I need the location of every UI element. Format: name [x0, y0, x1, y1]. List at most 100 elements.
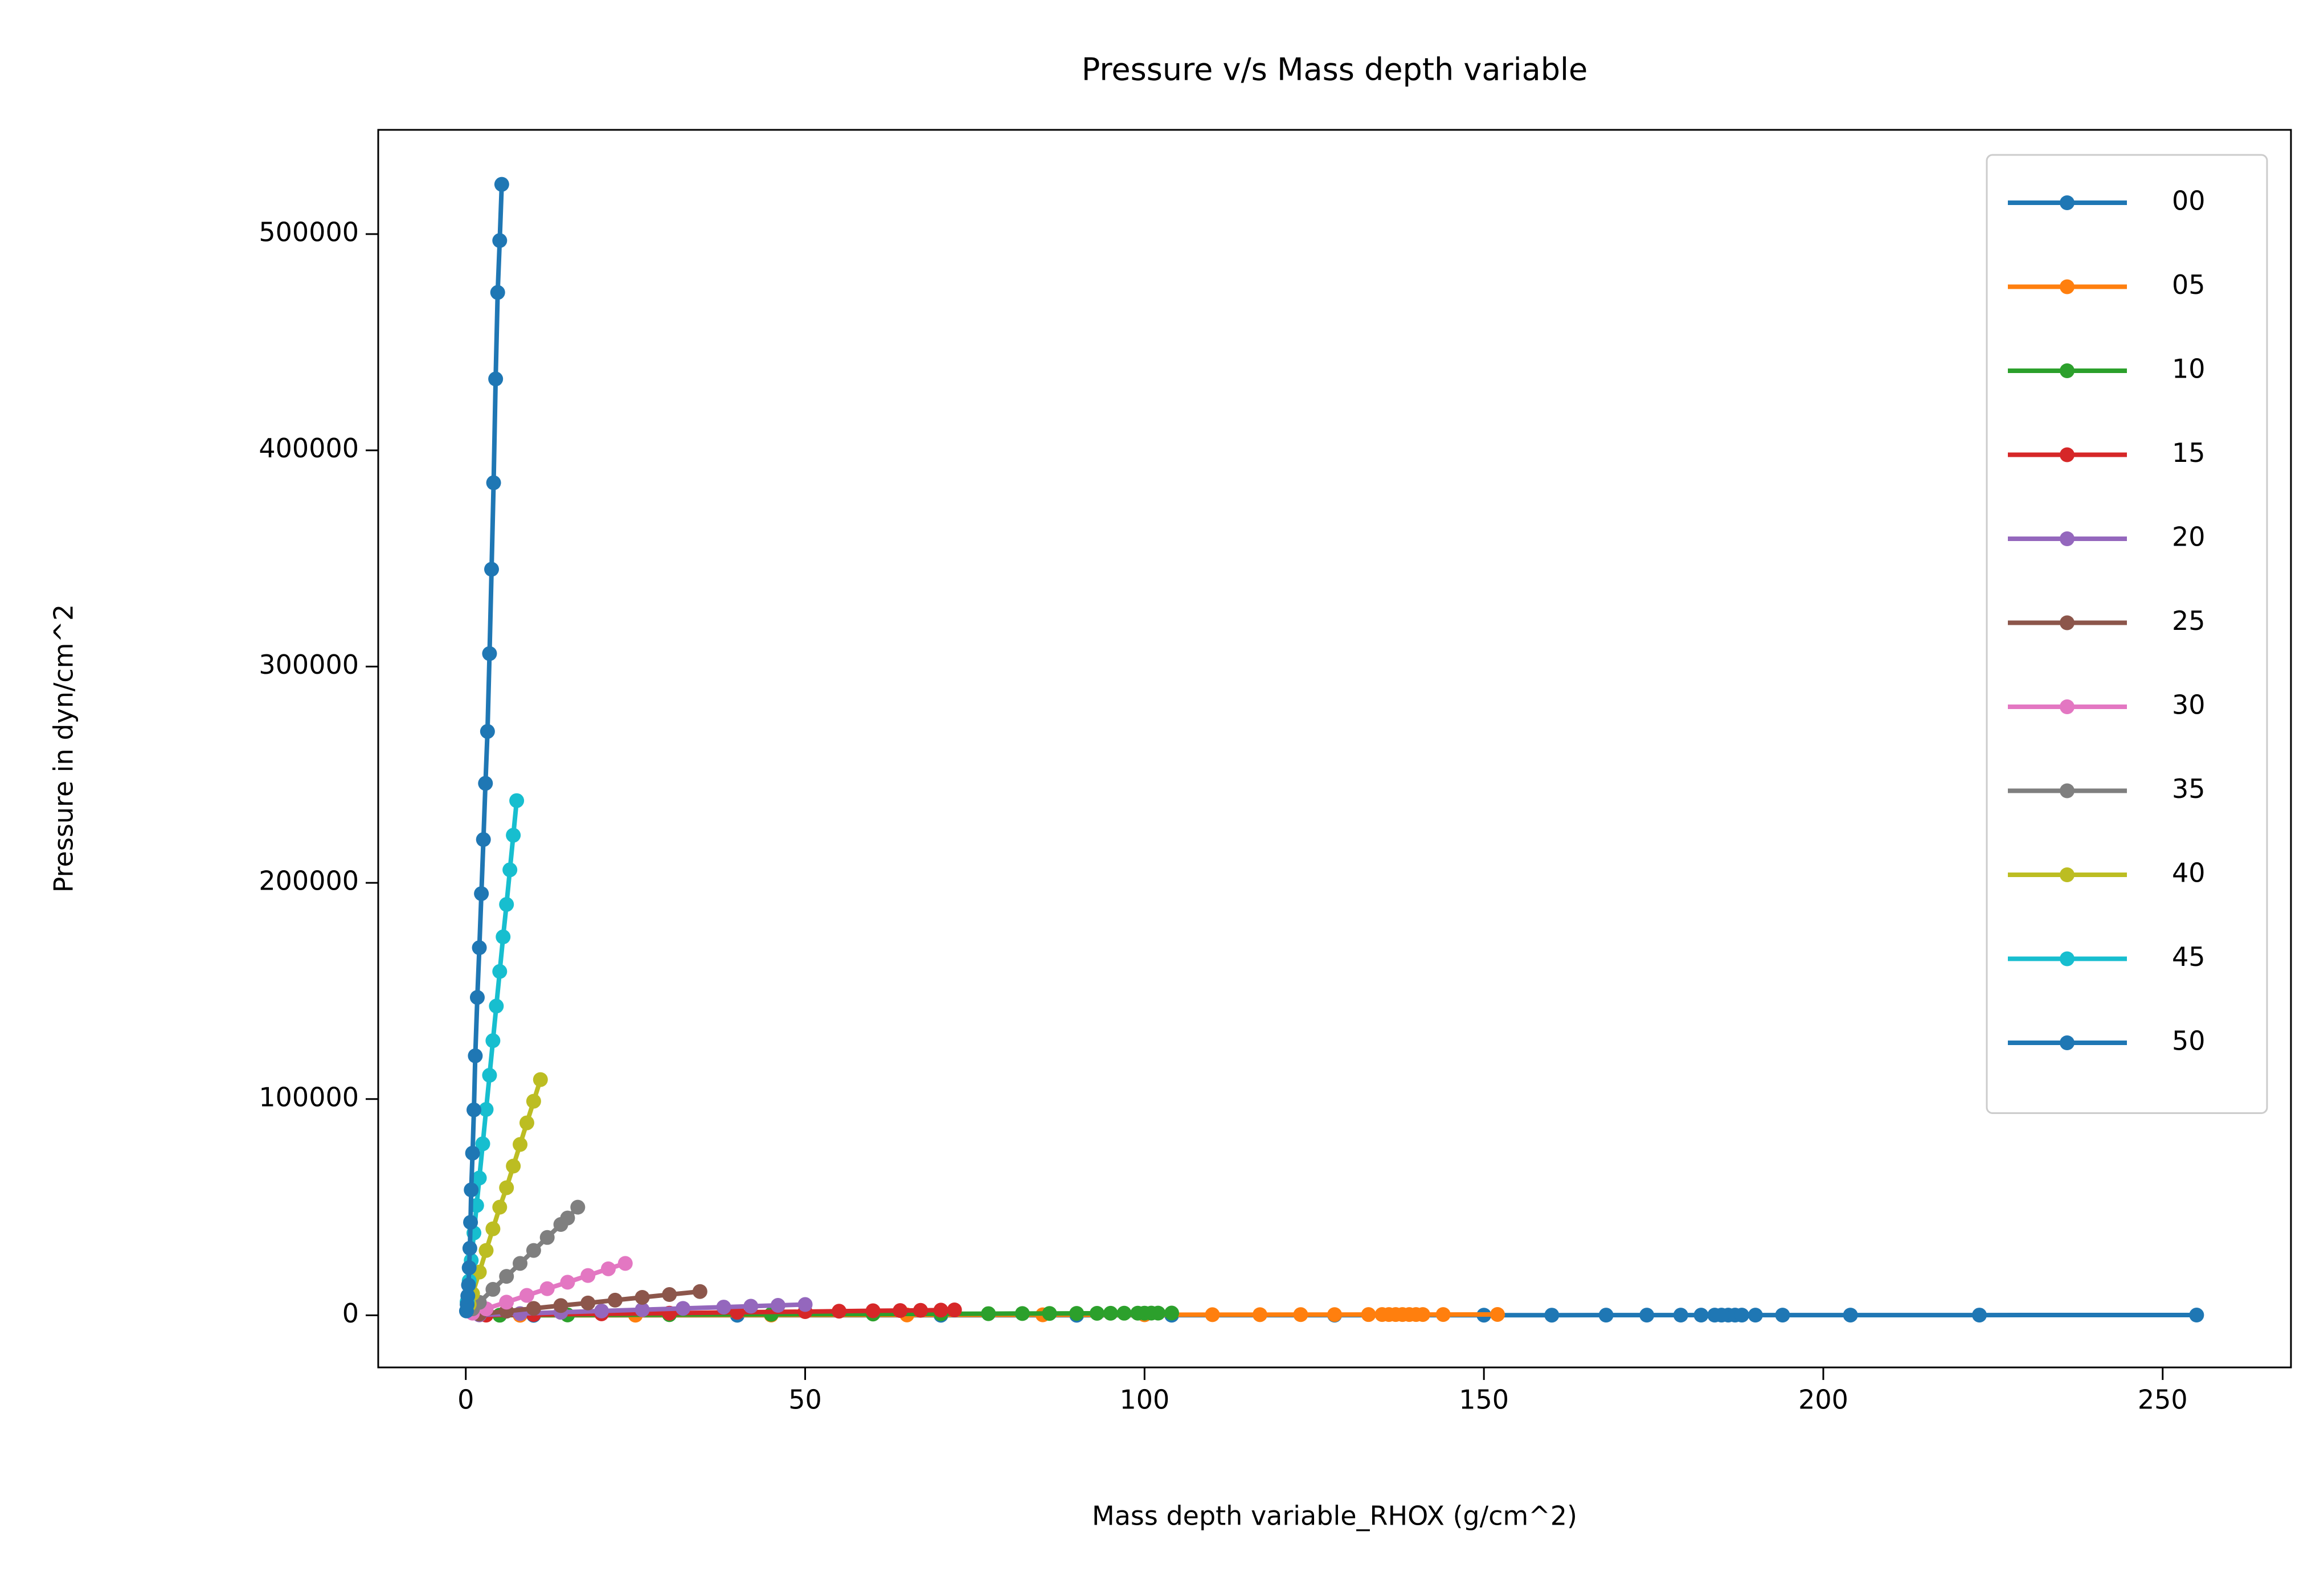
data-point [1415, 1307, 1430, 1322]
data-point [947, 1303, 962, 1318]
data-point [1205, 1307, 1220, 1322]
data-point [489, 998, 504, 1014]
plot-area [459, 177, 2204, 1323]
data-point [1734, 1308, 1749, 1323]
y-tick-label: 0 [342, 1298, 359, 1329]
data-point [1972, 1308, 1987, 1323]
x-tick-label: 100 [1119, 1385, 1169, 1415]
data-point [1361, 1307, 1376, 1322]
data-point [482, 1068, 497, 1083]
data-point [1775, 1308, 1790, 1323]
series [472, 1284, 707, 1322]
data-point [865, 1303, 881, 1318]
data-point [981, 1306, 996, 1321]
plot-frame [377, 129, 2292, 1369]
y-tick-label: 100000 [259, 1082, 359, 1112]
y-tick-label: 500000 [259, 217, 359, 248]
data-point [465, 1145, 480, 1161]
data-point [560, 1210, 575, 1226]
data-point [1069, 1306, 1085, 1321]
data-point [893, 1303, 908, 1318]
data-point [770, 1298, 785, 1313]
data-point [467, 1102, 482, 1117]
legend-label: 50 [2172, 1026, 2206, 1056]
data-point [1639, 1308, 1655, 1323]
data-point [539, 1281, 555, 1296]
data-point [478, 1243, 494, 1258]
data-point [468, 1048, 483, 1063]
data-point [1252, 1307, 1267, 1322]
data-point [1103, 1305, 1118, 1321]
data-point [484, 562, 500, 577]
legend-marker [2060, 279, 2075, 294]
y-axis-label: Pressure in dyn/cm^2 [48, 604, 79, 893]
data-point [1673, 1308, 1688, 1323]
data-point [832, 1304, 847, 1319]
data-point [509, 793, 525, 808]
data-point [1042, 1306, 1057, 1321]
x-tick-label: 200 [1798, 1385, 1848, 1415]
data-point [475, 1136, 490, 1152]
data-point [533, 1072, 548, 1087]
legend-marker [2060, 1035, 2075, 1050]
data-point [797, 1297, 813, 1312]
legend-label: 45 [2172, 941, 2206, 972]
x-tick-label: 250 [2138, 1385, 2188, 1415]
data-point [494, 177, 509, 192]
data-point [464, 1182, 479, 1198]
y-tick-label: 300000 [259, 649, 359, 680]
legend-label: 00 [2172, 186, 2206, 216]
data-point [485, 1033, 501, 1048]
data-point [1293, 1307, 1308, 1322]
legend-label: 25 [2172, 605, 2206, 636]
data-point [539, 1230, 555, 1245]
data-point [461, 1260, 477, 1275]
data-point [676, 1301, 691, 1316]
data-point [2189, 1308, 2204, 1323]
legend-label: 35 [2172, 773, 2206, 804]
data-point [1151, 1305, 1166, 1321]
data-point [607, 1292, 623, 1308]
data-point [692, 1284, 707, 1299]
data-point [1435, 1307, 1451, 1322]
legend-marker [2060, 951, 2075, 966]
data-point [499, 1180, 514, 1195]
data-point [469, 990, 485, 1005]
data-point [580, 1295, 596, 1310]
data-point [506, 828, 521, 843]
y-tick-label: 200000 [259, 866, 359, 896]
data-point [499, 897, 514, 912]
data-point [560, 1275, 575, 1290]
x-axis-label: Mass depth variable_RHOX (g/cm^2) [1092, 1501, 1577, 1531]
data-point [496, 929, 511, 945]
legend-label: 05 [2172, 269, 2206, 300]
legend-marker [2060, 615, 2075, 630]
legend-marker [2060, 699, 2075, 714]
data-point [635, 1289, 650, 1305]
data-point [1116, 1305, 1132, 1321]
legend-label: 30 [2172, 690, 2206, 720]
data-point [1490, 1306, 1505, 1322]
data-point [1164, 1305, 1180, 1321]
x-tick-label: 150 [1459, 1385, 1509, 1415]
data-point [594, 1303, 609, 1318]
data-point [478, 1102, 494, 1117]
y-tick-label: 400000 [259, 433, 359, 464]
data-point [478, 776, 493, 791]
data-point [635, 1302, 650, 1317]
data-point [933, 1303, 948, 1318]
data-point [485, 1221, 501, 1236]
data-point [580, 1268, 596, 1283]
data-point [472, 1170, 487, 1186]
legend-label: 20 [2172, 522, 2206, 552]
legend-box [1986, 154, 2268, 1114]
data-point [490, 285, 505, 300]
data-point [462, 1240, 477, 1256]
legend-marker [2060, 363, 2075, 378]
data-point [502, 862, 518, 878]
data-point [1544, 1308, 1560, 1323]
data-point [474, 886, 489, 902]
data-point [461, 1277, 476, 1293]
data-point [1843, 1308, 1858, 1323]
data-point [600, 1261, 616, 1276]
